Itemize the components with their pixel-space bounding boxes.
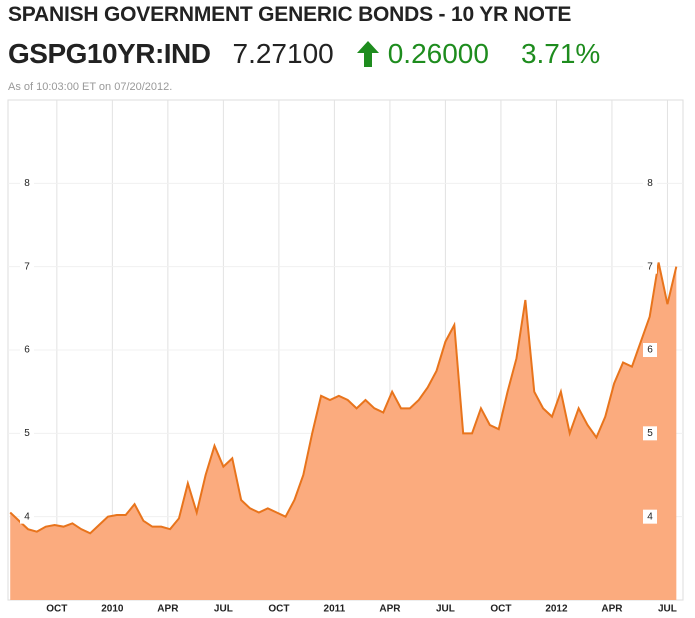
quote-row: GSPG10YR:IND 7.27100 0.26000 3.71%: [8, 38, 600, 70]
y-tick-box: [643, 509, 657, 524]
x-tick-label: JUL: [214, 604, 233, 615]
ticker: GSPG10YR:IND: [8, 38, 211, 69]
y-tick-label: 5: [24, 428, 30, 439]
y-tick-label: 4: [647, 511, 653, 522]
x-tick-label: OCT: [46, 604, 67, 615]
x-tick-label: 2010: [101, 604, 124, 615]
y-tick-box: [20, 426, 34, 441]
y-tick-box: [20, 509, 34, 524]
x-tick-label: OCT: [490, 604, 511, 615]
price: 7.27100: [232, 38, 334, 69]
change: 0.26000: [387, 38, 489, 69]
up-arrow-icon: [356, 41, 379, 67]
y-tick-label: 8: [24, 178, 30, 189]
y-tick-box: [20, 176, 34, 191]
y-tick-label: 5: [647, 428, 653, 439]
area: [10, 262, 677, 600]
percent-change: 3.71%: [520, 38, 601, 69]
title: SPANISH GOVERNMENT GENERIC BONDS - 10 YR…: [8, 3, 572, 26]
y-tick-label: 4: [24, 511, 30, 522]
y-tick-box: [643, 259, 657, 274]
y-tick-label: 6: [647, 345, 653, 356]
y-tick-box: [20, 259, 34, 274]
x-tick-label: OCT: [268, 604, 289, 615]
x-tick-label: APR: [601, 604, 623, 615]
x-tick-label: JUL: [436, 604, 455, 615]
y-tick-label: 7: [24, 261, 30, 272]
y-tick-label: 8: [647, 178, 653, 189]
x-tick-label: JUL: [658, 604, 677, 615]
x-tick-label: 2011: [324, 604, 346, 615]
y-tick-box: [643, 426, 657, 441]
x-tick-label: APR: [157, 604, 179, 615]
y-tick-label: 7: [647, 261, 653, 272]
y-tick-box: [643, 176, 657, 191]
y-tick-box: [643, 343, 657, 357]
x-tick-label: 2012: [545, 604, 568, 615]
x-tick-label: APR: [379, 604, 401, 615]
y-tick-box: [20, 343, 34, 357]
y-tick-label: 6: [24, 345, 30, 356]
timestamp: As of 10:03:00 ET on 07/20/2012.: [8, 81, 173, 93]
line: [9, 262, 678, 535]
